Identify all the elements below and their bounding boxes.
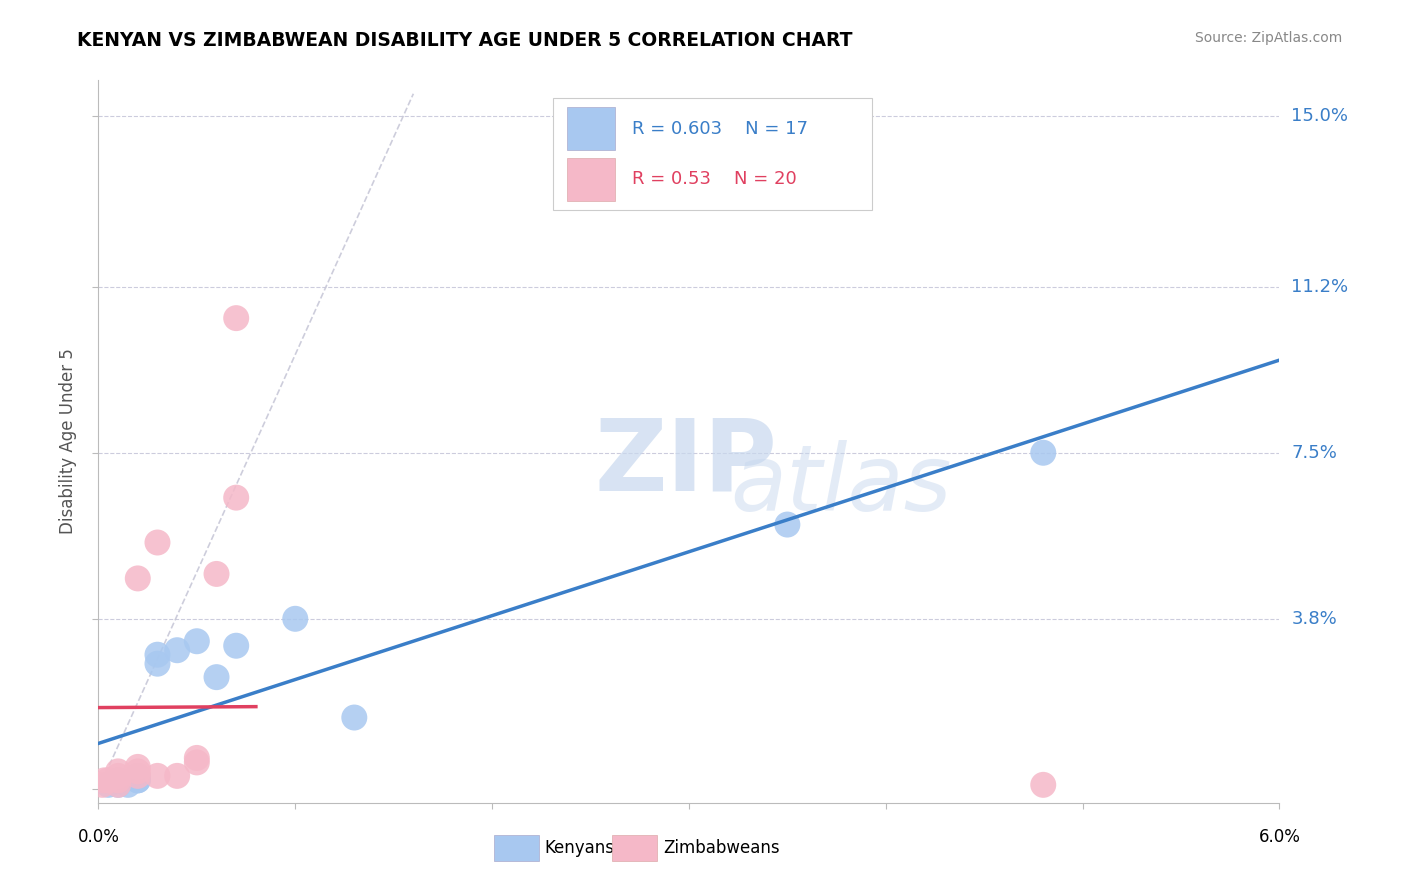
Text: atlas: atlas	[730, 440, 952, 530]
Bar	[612, 835, 657, 861]
Text: KENYAN VS ZIMBABWEAN DISABILITY AGE UNDER 5 CORRELATION CHART: KENYAN VS ZIMBABWEAN DISABILITY AGE UNDE…	[77, 31, 853, 50]
Point	[127, 773, 149, 788]
Point	[107, 764, 129, 779]
Point	[127, 760, 149, 774]
FancyBboxPatch shape	[553, 98, 872, 211]
Point	[166, 643, 188, 657]
Y-axis label: Disability Age Under 5: Disability Age Under 5	[59, 349, 77, 534]
Point	[284, 612, 307, 626]
Point	[186, 756, 208, 770]
Text: Kenyans: Kenyans	[546, 839, 614, 857]
Point	[107, 773, 129, 788]
Point	[146, 769, 169, 783]
Text: 7.5%: 7.5%	[1291, 443, 1337, 462]
Text: R = 0.603    N = 17: R = 0.603 N = 17	[633, 120, 808, 137]
Point	[97, 773, 120, 788]
Point	[97, 778, 120, 792]
Point	[186, 751, 208, 765]
Text: 3.8%: 3.8%	[1291, 610, 1337, 628]
Point	[205, 566, 228, 581]
Point	[107, 769, 129, 783]
Point	[127, 773, 149, 788]
Point	[146, 657, 169, 671]
Point	[1032, 778, 1054, 792]
Text: ZIP: ZIP	[595, 415, 778, 512]
Point	[117, 778, 139, 792]
Text: Source: ZipAtlas.com: Source: ZipAtlas.com	[1195, 31, 1343, 45]
Point	[127, 764, 149, 779]
Bar	[567, 158, 614, 201]
Point	[127, 769, 149, 783]
Point	[146, 535, 169, 549]
Point	[343, 710, 366, 724]
Bar	[567, 107, 614, 151]
Point	[205, 670, 228, 684]
Point	[107, 778, 129, 792]
Point	[166, 769, 188, 783]
Point	[146, 648, 169, 662]
Text: Zimbabweans: Zimbabweans	[664, 839, 779, 857]
Bar	[494, 835, 538, 861]
Point	[127, 769, 149, 783]
Point	[93, 773, 115, 788]
Point	[225, 639, 247, 653]
Point	[107, 778, 129, 792]
Point	[91, 778, 114, 792]
Text: R = 0.53    N = 20: R = 0.53 N = 20	[633, 170, 797, 188]
Point	[186, 634, 208, 648]
Text: 11.2%: 11.2%	[1291, 277, 1348, 296]
Point	[225, 491, 247, 505]
Point	[107, 773, 129, 788]
Point	[776, 517, 799, 532]
Text: 0.0%: 0.0%	[77, 828, 120, 847]
Point	[225, 311, 247, 326]
Point	[1032, 446, 1054, 460]
Point	[127, 571, 149, 585]
Text: 15.0%: 15.0%	[1291, 107, 1348, 125]
Text: 6.0%: 6.0%	[1258, 828, 1301, 847]
